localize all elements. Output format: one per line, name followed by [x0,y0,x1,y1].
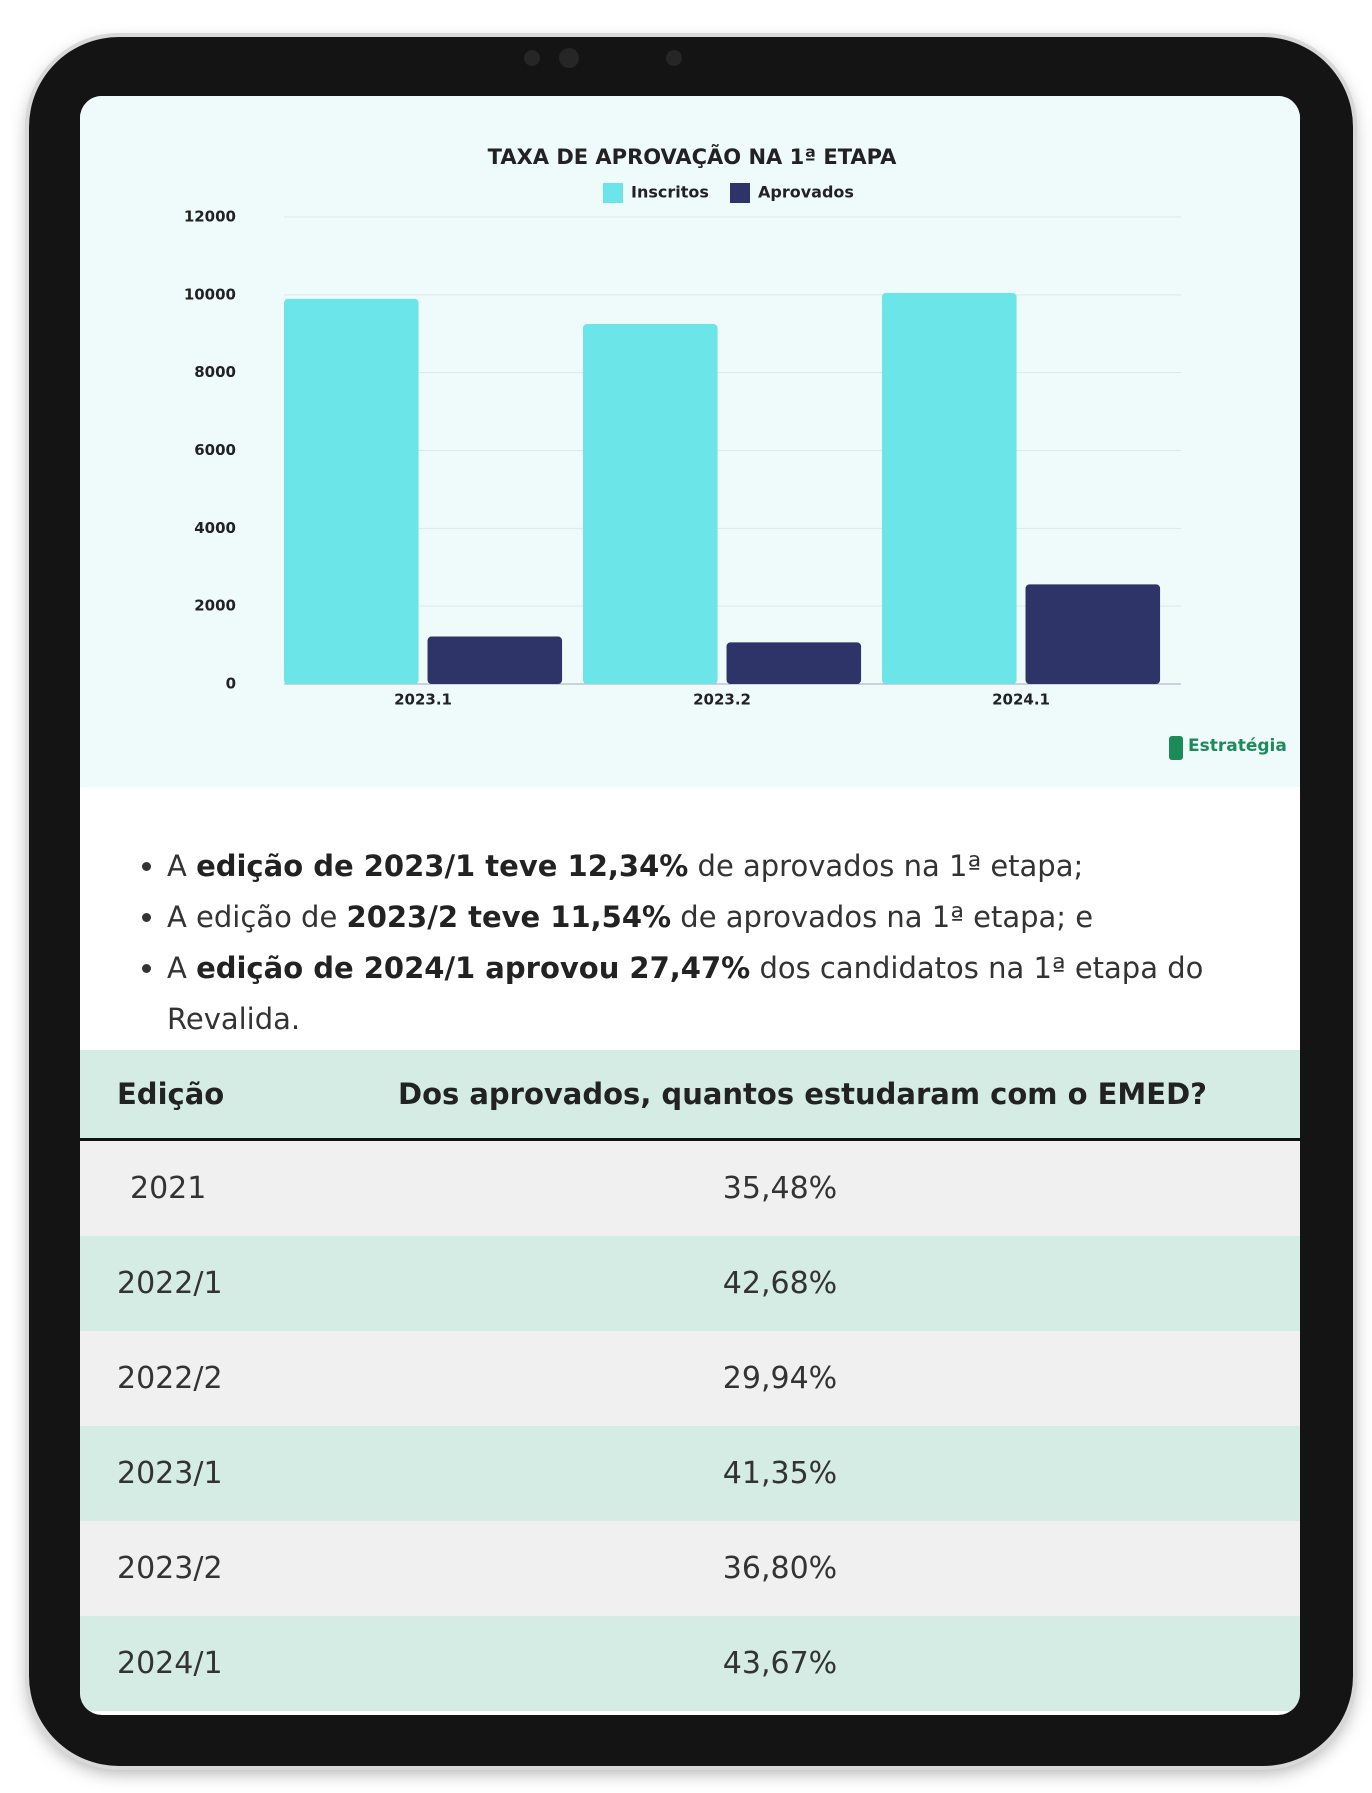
chart: TAXA DE APROVAÇÃO NA 1ª ETAPA 0 2000 4000 6… [80,96,1300,787]
y-tick-label: 10000 [184,285,236,303]
header-cell: Edição [117,1077,225,1111]
text: A [167,951,197,985]
bar [882,292,1017,684]
screen: TAXA DE APROVAÇÃO NA 1ª ETAPA 0 2000 4000 6… [80,96,1300,1715]
bar [583,324,718,684]
legend-swatch [603,183,623,203]
bullet-item: A edição de 2024/1 aprovou 27,47% dos ca… [167,943,1297,1045]
table-row: 2023/1 41,35% [80,1426,1300,1521]
y-tick-label: 0 [226,675,236,693]
table-cell: 2022/2 [117,1361,223,1396]
camera-dot [524,50,540,66]
table-row: 2022/2 29,94% [80,1331,1300,1426]
table-row: 2024/1 43,67% [80,1616,1300,1711]
header-cell: Dos aprovados, quantos estudaram com o E… [398,1077,1207,1111]
bar [726,642,862,684]
table-row: 2021 35,48% [80,1141,1300,1236]
logo-icon [1169,736,1183,760]
legend-label: Inscritos [631,183,709,202]
camera-dot [666,50,682,66]
x-tick-label: 2023.1 [394,691,452,709]
table-cell: 35,48% [722,1171,838,1206]
table-cell: 2022/1 [117,1266,223,1301]
bar [284,298,419,684]
bar [427,636,563,684]
table-header: Edição Dos aprovados, quantos estudaram c… [80,1050,1300,1141]
x-tick-label: 2024.1 [992,691,1050,709]
y-tick-label: 6000 [194,441,236,459]
camera-lens [559,48,579,68]
bold-text: 2023/2 teve 11,54% [346,900,672,934]
x-tick-label: 2023.2 [693,691,751,709]
bullet-item: A edição de 2023/1 teve 12,34% de aprova… [167,841,1297,892]
y-tick-label: 8000 [194,363,236,381]
y-tick-label: 4000 [194,519,236,537]
chart-title: TAXA DE APROVAÇÃO NA 1ª ETAPA [488,144,897,169]
table-cell: 2023/2 [117,1551,223,1586]
bullet-item: A edição de 2023/2 teve 11,54% de aprova… [167,892,1297,943]
table-cell: 41,35% [722,1456,838,1491]
bar [1025,584,1161,684]
table-cell: 36,80% [722,1551,838,1586]
bold-text: edição de 2023/1 teve 12,34% [196,849,689,883]
legend-label: Aprovados [758,183,854,202]
text: dos candidatos na 1ª etapa do Revalida. [167,951,1204,1036]
table: Edição Dos aprovados, quantos estudaram c… [80,1050,1300,1711]
text: A edição de [167,900,347,934]
legend-swatch [730,183,750,203]
table-row: 2023/2 36,80% [80,1521,1300,1616]
y-tick-label: 2000 [194,597,236,615]
logo: Estratégia [1188,736,1287,756]
table-cell: 2024/1 [117,1646,223,1681]
bold-text: edição de 2024/1 aprovou 27,47% [196,951,751,985]
bullet-list: A edição de 2023/1 teve 12,34% de aprova… [80,841,1297,1045]
table-row: 2022/1 42,68% [80,1236,1300,1331]
text: de aprovados na 1ª etapa; [688,849,1084,883]
table-cell: 2021 [130,1171,207,1206]
table-cell: 2023/1 [117,1456,223,1491]
table-cell: 42,68% [722,1266,838,1301]
text: A [167,849,197,883]
table-cell: 29,94% [722,1361,838,1396]
y-tick-label: 12000 [184,208,236,226]
text: de aprovados na 1ª etapa; e [671,900,1094,934]
table-cell: 43,67% [722,1646,838,1681]
